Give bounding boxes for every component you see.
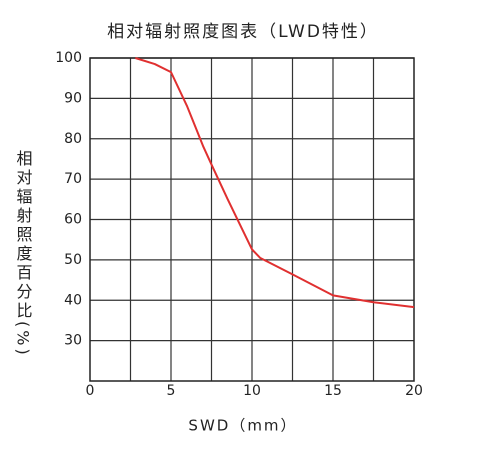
y-tick-label: 70	[64, 171, 82, 187]
y-tick-label: 50	[64, 252, 82, 268]
x-tick-label: 0	[86, 383, 95, 399]
x-tick-label: 10	[243, 383, 261, 399]
x-tick-label: 20	[405, 383, 423, 399]
data-line	[135, 57, 415, 309]
y-tick-label: 60	[64, 212, 82, 228]
y-tick-label: 100	[55, 50, 82, 66]
y-tick-label: 40	[64, 292, 82, 308]
x-tick-label: 15	[324, 383, 342, 399]
y-tick-label: 30	[64, 333, 82, 349]
chart-title: 相对辐射照度图表（LWD特性）	[107, 22, 379, 42]
x-axis-label: SWD（mm）	[188, 417, 297, 435]
y-axis-label: 相对辐射照度百分比(%)	[14, 150, 33, 358]
y-tick-label: 90	[64, 90, 82, 106]
x-tick-label: 5	[167, 383, 176, 399]
plot-frame	[89, 57, 415, 382]
y-tick-label: 80	[64, 131, 82, 147]
